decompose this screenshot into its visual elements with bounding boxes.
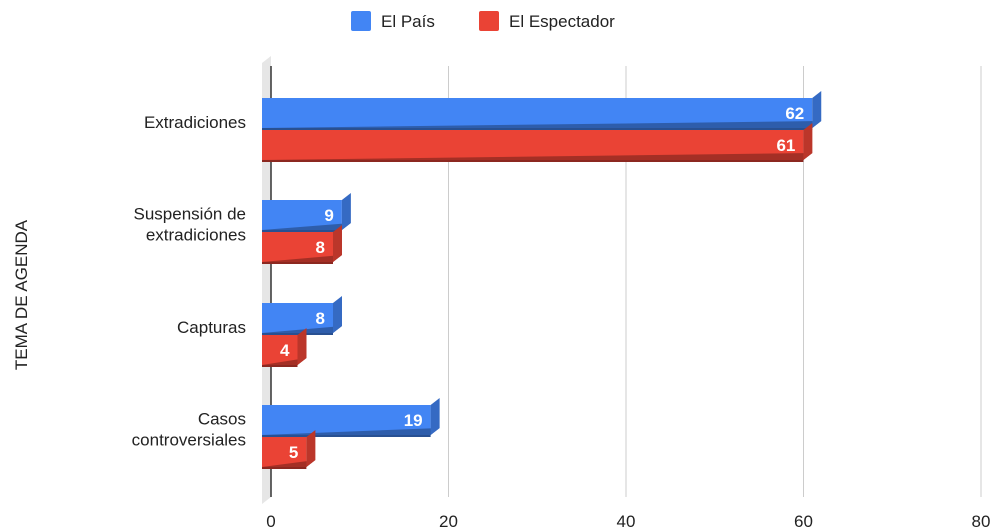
bar: 61 — [262, 123, 813, 162]
bar-data-label: 8 — [316, 238, 325, 257]
bar-shadow — [262, 460, 316, 467]
x-tick-label: 80 — [972, 512, 991, 531]
legend-label: El Espectador — [509, 12, 615, 31]
x-tick-label: 20 — [439, 512, 458, 531]
legend-item: El País — [351, 11, 435, 31]
bar-bottom-edge — [262, 160, 804, 162]
bar-end — [306, 430, 316, 467]
bar-shadow — [262, 428, 440, 435]
category-label: Casos controversiales — [132, 410, 246, 450]
bar-data-label: 62 — [785, 104, 804, 123]
bar-bottom-edge — [262, 365, 298, 367]
legend-label: El País — [381, 12, 435, 31]
bar-bottom-edge — [262, 230, 342, 232]
category-label: Capturas — [177, 318, 246, 337]
bar: 8 — [262, 225, 342, 264]
bar: 19 — [262, 398, 440, 437]
bar-end — [430, 398, 440, 435]
legend-swatch — [351, 11, 371, 31]
bar-data-label: 5 — [289, 443, 298, 462]
bar-bottom-edge — [262, 333, 333, 335]
category-label: Extradiciones — [144, 113, 246, 132]
bar-end — [341, 193, 351, 230]
bar: 9 — [262, 193, 351, 232]
bar-front — [262, 335, 298, 365]
bar: 8 — [262, 296, 342, 335]
bar-data-label: 19 — [404, 411, 423, 430]
bar-front — [262, 437, 307, 467]
category-label: Suspensión de extradiciones — [134, 205, 246, 245]
axis-depth-wall — [262, 56, 271, 504]
x-tick-label: 0 — [266, 512, 275, 531]
x-tick-label: 40 — [617, 512, 636, 531]
bar-shadow — [262, 255, 342, 262]
legend: El País El Espectador — [351, 11, 615, 31]
bar-end — [297, 328, 307, 365]
bar-end — [803, 123, 813, 160]
bar: 5 — [262, 430, 316, 469]
legend-swatch — [479, 11, 499, 31]
bar-data-label: 61 — [776, 136, 795, 155]
bar-data-label: 4 — [280, 341, 290, 360]
y-axis-title: TEMA DE AGENDA — [12, 219, 31, 370]
bar-shadow — [262, 153, 813, 160]
bar-data-label: 8 — [316, 309, 325, 328]
bar: 62 — [262, 91, 822, 130]
category-labels: Extradiciones Suspensión de extradiciones C… — [132, 113, 246, 450]
bar-shadow — [262, 223, 351, 230]
bar: 4 — [262, 328, 307, 367]
bar-data-label: 9 — [324, 206, 333, 225]
bar-shadow — [262, 358, 307, 365]
bars: 62 61 9 8 8 4 19 5 — [262, 91, 822, 469]
x-tick-labels: 0 20 40 60 80 — [266, 512, 990, 531]
bar-end — [333, 296, 342, 333]
bar-shadow — [262, 326, 342, 333]
bar-end — [812, 91, 822, 128]
bar-bottom-edge — [262, 128, 813, 130]
bar-bottom-edge — [262, 262, 333, 264]
depth-wall — [262, 56, 271, 504]
x-tick-label: 60 — [794, 512, 813, 531]
bar-shadow — [262, 121, 822, 128]
bar-bottom-edge — [262, 435, 431, 437]
bar-bottom-edge — [262, 467, 307, 469]
bar-end — [333, 225, 342, 262]
legend-item: El Espectador — [479, 11, 615, 31]
